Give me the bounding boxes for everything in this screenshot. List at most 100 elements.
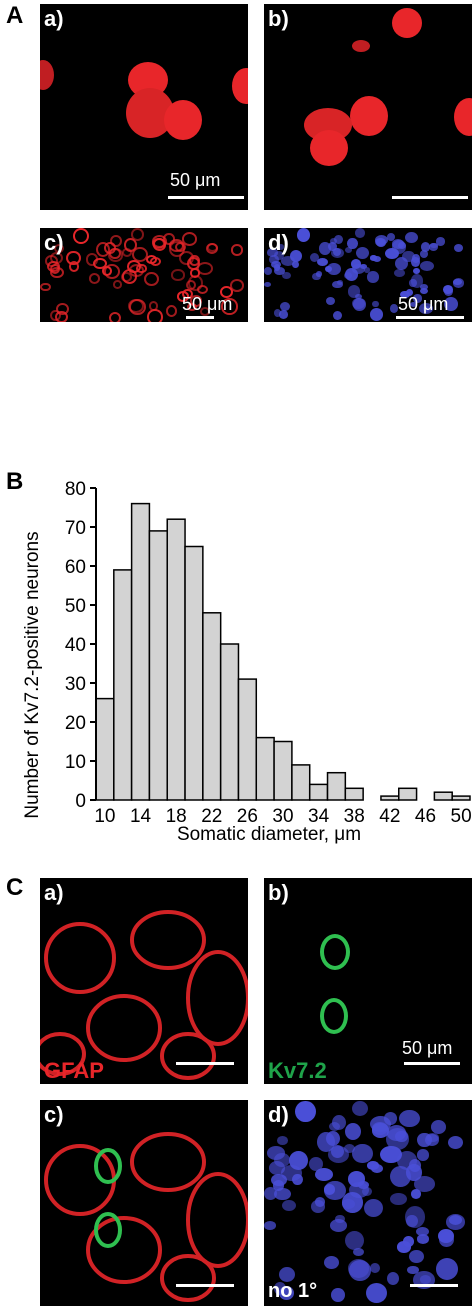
nucleus-dot: [333, 234, 343, 245]
histogram-bar: [113, 569, 133, 801]
histogram-bar: [219, 643, 240, 801]
histogram-bar: [451, 795, 471, 801]
nucleus-dot: [274, 309, 282, 318]
nucleus-dot: [319, 242, 331, 255]
nucleus-dot: [358, 1180, 370, 1189]
nucleus-dot: [68, 261, 79, 272]
histogram-bar: [291, 764, 311, 801]
histogram-bar: [184, 545, 204, 801]
nucleus-dot: [186, 302, 198, 312]
nucleus-dot: [435, 237, 446, 246]
nucleus-dot: [372, 300, 379, 308]
nucleus-dot: [444, 297, 458, 311]
micrograph-a-a: a) 50 μm: [40, 4, 248, 210]
nucleus-dot: [416, 1226, 430, 1237]
histogram-bar: [433, 791, 453, 801]
x-tick-label: 50: [451, 806, 472, 827]
stain-label-kv72: Kv7.2: [268, 1058, 327, 1083]
nucleus-dot: [386, 1271, 400, 1286]
sub-label: d): [268, 1102, 289, 1127]
nucleus-dot: [416, 1149, 430, 1162]
histogram-bar: [166, 518, 186, 801]
scale-bar-label: 50 μm: [402, 1038, 453, 1058]
panel-letter-c: C: [6, 874, 24, 901]
nucleus-dot: [417, 1132, 432, 1148]
nucleus-dot: [110, 234, 122, 248]
nucleus-dot: [353, 1247, 365, 1256]
neuron-cell: [310, 130, 348, 166]
x-tick-label: 14: [130, 806, 152, 827]
nucleus-dot: [264, 266, 273, 275]
scale-bar-label: 50 μm: [182, 294, 233, 314]
nucleus-dot: [314, 1167, 333, 1181]
scale-bar: [410, 1284, 458, 1287]
histogram-bar: [398, 787, 418, 801]
x-tick-label: 38: [344, 806, 365, 827]
nucleus-dot: [409, 1249, 424, 1263]
nucleus-dot: [331, 1287, 346, 1302]
histogram-bar: [237, 678, 258, 801]
nucleus-dot: [332, 280, 343, 289]
nucleus-dot: [397, 1151, 417, 1170]
micrograph-c-c: c): [40, 1100, 248, 1306]
nucleus-dot: [421, 242, 431, 252]
nucleus-dot: [407, 1265, 419, 1274]
nucleus-dot: [419, 302, 433, 314]
nucleus-dot: [370, 1262, 381, 1274]
nucleus-dot: [394, 268, 406, 277]
y-tick-label: 70: [65, 518, 86, 539]
nucleus-dot: [347, 238, 358, 249]
nucleus-dot: [389, 1166, 411, 1187]
nucleus-dot: [362, 1186, 373, 1197]
nucleus-dot: [266, 248, 279, 257]
nucleus-dot: [166, 305, 178, 317]
kv72-positive-cell: [320, 998, 348, 1034]
nucleus-dot: [280, 1165, 303, 1181]
nucleus-dot: [197, 261, 214, 275]
nucleus-dot: [292, 260, 300, 269]
merged-overlay: [44, 1132, 248, 1302]
nucleus-dot: [420, 284, 429, 291]
nucleus-dot: [182, 289, 193, 300]
nucleus-dot: [344, 1230, 365, 1251]
sub-label: a): [44, 880, 64, 905]
histogram-bar: [344, 787, 364, 801]
scale-bar: [168, 196, 244, 199]
x-tick-label: 34: [308, 806, 330, 827]
scale-bar: [404, 1062, 460, 1065]
nucleus-dot: [187, 275, 204, 292]
nucleus-dot: [205, 243, 219, 255]
nucleus-dot: [429, 243, 439, 251]
histogram-bar: [380, 795, 400, 801]
nucleus-dot: [281, 256, 295, 267]
nucleus-dot: [308, 1156, 323, 1172]
nucleus-dot: [345, 247, 353, 254]
micrograph-c-d: d) no 1°: [264, 1100, 472, 1306]
nucleus-dot: [277, 244, 285, 250]
nucleus-dot: [453, 243, 464, 253]
neuron-cell: [352, 40, 370, 52]
neuron-cell: [454, 98, 472, 136]
nucleus-dot: [128, 298, 145, 314]
nucleus-dot: [274, 266, 285, 275]
nucleus-dot: [344, 271, 353, 279]
y-tick-label: 40: [65, 635, 86, 656]
kv72-positive-cell: [320, 934, 350, 970]
y-tick-label: 80: [65, 479, 86, 500]
nucleus-dot: [268, 255, 280, 264]
nucleus-dot: [93, 258, 108, 270]
nucleus-dot: [396, 1241, 412, 1253]
sub-label: c): [44, 1102, 64, 1127]
nucleus-dot: [55, 311, 68, 322]
nucleus-dot: [373, 256, 382, 263]
nucleus-dot: [410, 302, 418, 307]
nucleus-dot: [315, 271, 323, 278]
nucleus-dot: [324, 1184, 335, 1195]
nucleus-dot: [179, 250, 195, 266]
nucleus-dot: [131, 228, 145, 241]
panel-letter-a: A: [6, 2, 24, 29]
nucleus-dot: [278, 1285, 294, 1300]
nucleus-dot: [364, 266, 371, 273]
x-tick-label: 46: [415, 806, 436, 827]
nucleus-dot: [343, 1143, 355, 1153]
